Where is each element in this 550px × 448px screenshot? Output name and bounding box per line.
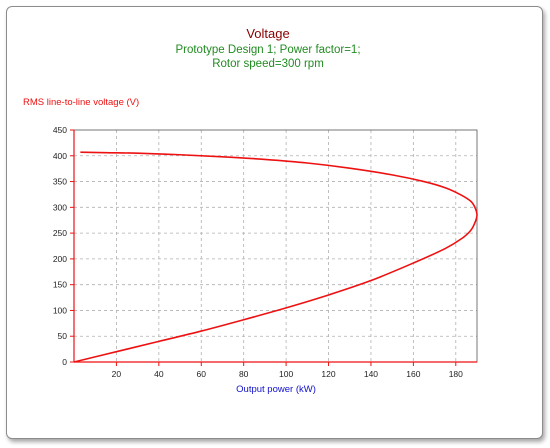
x-tick-label: 140 [364, 369, 378, 379]
series [73, 151, 478, 363]
x-tick-label: 20 [112, 369, 122, 379]
plot-border [73, 129, 478, 363]
y-tick-label: 450 [53, 125, 67, 135]
y-tick-label: 50 [58, 331, 68, 341]
x-tick-label: 120 [321, 369, 335, 379]
y-tick-label: 350 [53, 177, 67, 187]
voltage-chart: Voltage Prototype Design 1; Power factor… [23, 26, 478, 395]
x-tick-label: 60 [197, 369, 207, 379]
axes [70, 129, 478, 366]
y-tick-label: 250 [53, 228, 67, 238]
series-line-1 [73, 151, 478, 363]
chart-frame: Voltage Prototype Design 1; Power factor… [6, 6, 543, 439]
y-tick-label: 200 [53, 254, 67, 264]
x-tick-label: 160 [406, 369, 420, 379]
y-tick-label: 150 [53, 280, 67, 290]
tick-labels: 0 50 100 150 200 250 300 350 400 450 20 40 60 80 100 12… [53, 125, 463, 379]
x-tick-label: 180 [449, 369, 463, 379]
x-tick-label: 100 [279, 369, 293, 379]
x-axis-label: Output power (kW) [236, 384, 316, 395]
x-tick-label: 80 [239, 369, 249, 379]
y-axis-label: RMS line-to-line voltage (V) [23, 97, 139, 108]
chart-subtitle-line-2: Rotor speed=300 rpm [212, 58, 324, 70]
y-tick-label: 100 [53, 305, 67, 315]
grid [74, 130, 477, 362]
chart-subtitle-line-1: Prototype Design 1; Power factor=1; [175, 44, 360, 56]
y-tick-label: 0 [62, 357, 67, 367]
x-tick-label: 40 [154, 369, 164, 379]
y-tick-label: 400 [53, 151, 67, 161]
chart-title: Voltage [246, 26, 289, 41]
y-tick-label: 300 [53, 202, 67, 212]
